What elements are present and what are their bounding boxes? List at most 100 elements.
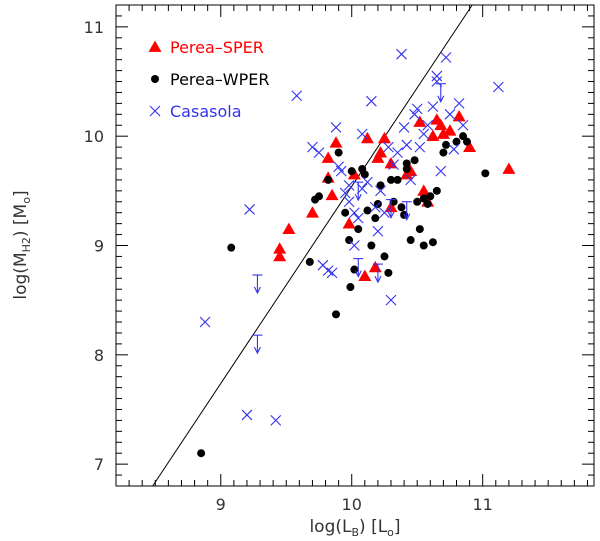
point-wper: [481, 169, 490, 178]
point-casasola: [343, 196, 355, 208]
point-casasola: [388, 159, 400, 170]
upper-limit-arrow: [353, 181, 364, 202]
point-casasola: [365, 95, 377, 107]
point-sper: [377, 131, 391, 144]
point-casasola: [431, 70, 443, 82]
point-casasola: [457, 119, 469, 131]
point-casasola: [431, 76, 443, 87]
upper-limit-head: [253, 286, 261, 295]
point-casasola: [322, 265, 334, 277]
point-casasola: [379, 207, 390, 219]
legend-label-casasola: Casasola: [170, 102, 242, 121]
point-casasola: [435, 165, 447, 177]
x-label-main: log(L: [309, 517, 352, 537]
point-casasola: [362, 176, 373, 188]
point-wper: [363, 206, 372, 215]
point-wper: [305, 257, 314, 266]
point-wper: [380, 252, 389, 261]
point-wper: [393, 175, 402, 184]
legend-marker-casasola: [149, 105, 161, 117]
point-wper: [415, 225, 424, 234]
point-casasola: [348, 240, 360, 251]
x-tick-label: 10: [342, 495, 362, 514]
point-casasola: [409, 108, 420, 120]
y-tick-label: 11: [84, 18, 104, 37]
point-wper: [452, 137, 461, 146]
y-tick-label: 7: [94, 455, 104, 474]
point-sper: [502, 162, 516, 174]
upper-limit-head: [253, 346, 261, 355]
point-casasola: [414, 141, 426, 153]
point-wper: [347, 167, 356, 176]
legend-label-wper: Perea–WPER: [170, 70, 270, 89]
point-casasola: [493, 81, 504, 93]
upper-limit-arrow: [353, 258, 364, 278]
point-casasola: [444, 108, 456, 120]
upper-limit-head: [387, 211, 395, 219]
upper-limit-head: [354, 270, 362, 278]
point-wper: [367, 241, 376, 250]
point-wper: [314, 192, 323, 201]
point-wper: [397, 203, 406, 212]
point-wper: [426, 192, 435, 201]
point-casasola: [339, 187, 351, 199]
point-sper: [358, 269, 372, 281]
point-casasola: [375, 185, 386, 197]
data-points: [197, 48, 516, 458]
x-tick-label: 9: [216, 495, 226, 514]
point-sper: [413, 115, 427, 127]
point-sper: [342, 217, 356, 229]
upper-limit-arrow: [386, 199, 397, 219]
point-wper: [423, 199, 432, 208]
point-sper: [329, 136, 343, 148]
point-wper: [462, 137, 471, 146]
point-casasola: [291, 90, 303, 102]
point-sper: [426, 129, 440, 142]
point-sper: [404, 164, 418, 177]
x-tick-label: 11: [473, 495, 493, 514]
point-casasola: [270, 415, 282, 426]
point-casasola: [398, 122, 410, 133]
point-wper: [428, 238, 437, 247]
point-sper: [417, 184, 431, 196]
point-sper: [360, 131, 374, 144]
upper-limit-arrow: [252, 274, 263, 295]
point-wper: [402, 164, 411, 173]
upper-limit-arrow: [435, 83, 446, 103]
point-wper: [384, 268, 393, 277]
point-casasola: [422, 119, 434, 131]
point-sper: [321, 151, 335, 163]
point-casasola: [199, 316, 211, 328]
point-wper: [341, 208, 350, 217]
y-label-mid: ) [M: [11, 204, 31, 237]
point-casasola: [392, 147, 403, 158]
legend-label-sper: Perea–SPER: [170, 38, 264, 57]
fit-line: [152, 4, 473, 487]
point-casasola: [453, 97, 465, 109]
point-casasola: [307, 141, 318, 153]
upper-limit-head: [403, 213, 411, 222]
point-casasola: [330, 122, 342, 133]
point-casasola: [396, 48, 407, 60]
upper-limit-arrow: [372, 263, 383, 284]
point-wper: [413, 197, 422, 206]
point-casasola: [372, 225, 384, 237]
point-casasola: [418, 128, 430, 140]
point-casasola: [244, 204, 255, 215]
point-sper: [463, 140, 477, 152]
x-label-sub: B: [351, 526, 359, 539]
point-casasola: [440, 52, 452, 63]
point-casasola: [405, 174, 417, 186]
point-wper: [332, 310, 341, 319]
y-label-sub: H2: [20, 237, 33, 252]
point-wper: [324, 175, 333, 184]
point-casasola: [411, 103, 423, 115]
y-label-end: ]: [11, 190, 31, 197]
point-sper: [305, 206, 319, 218]
point-wper: [227, 243, 236, 252]
upper-limit-head: [437, 95, 445, 103]
legend-marker-sper: [148, 40, 162, 52]
point-casasola: [401, 139, 413, 151]
point-wper: [402, 159, 411, 168]
